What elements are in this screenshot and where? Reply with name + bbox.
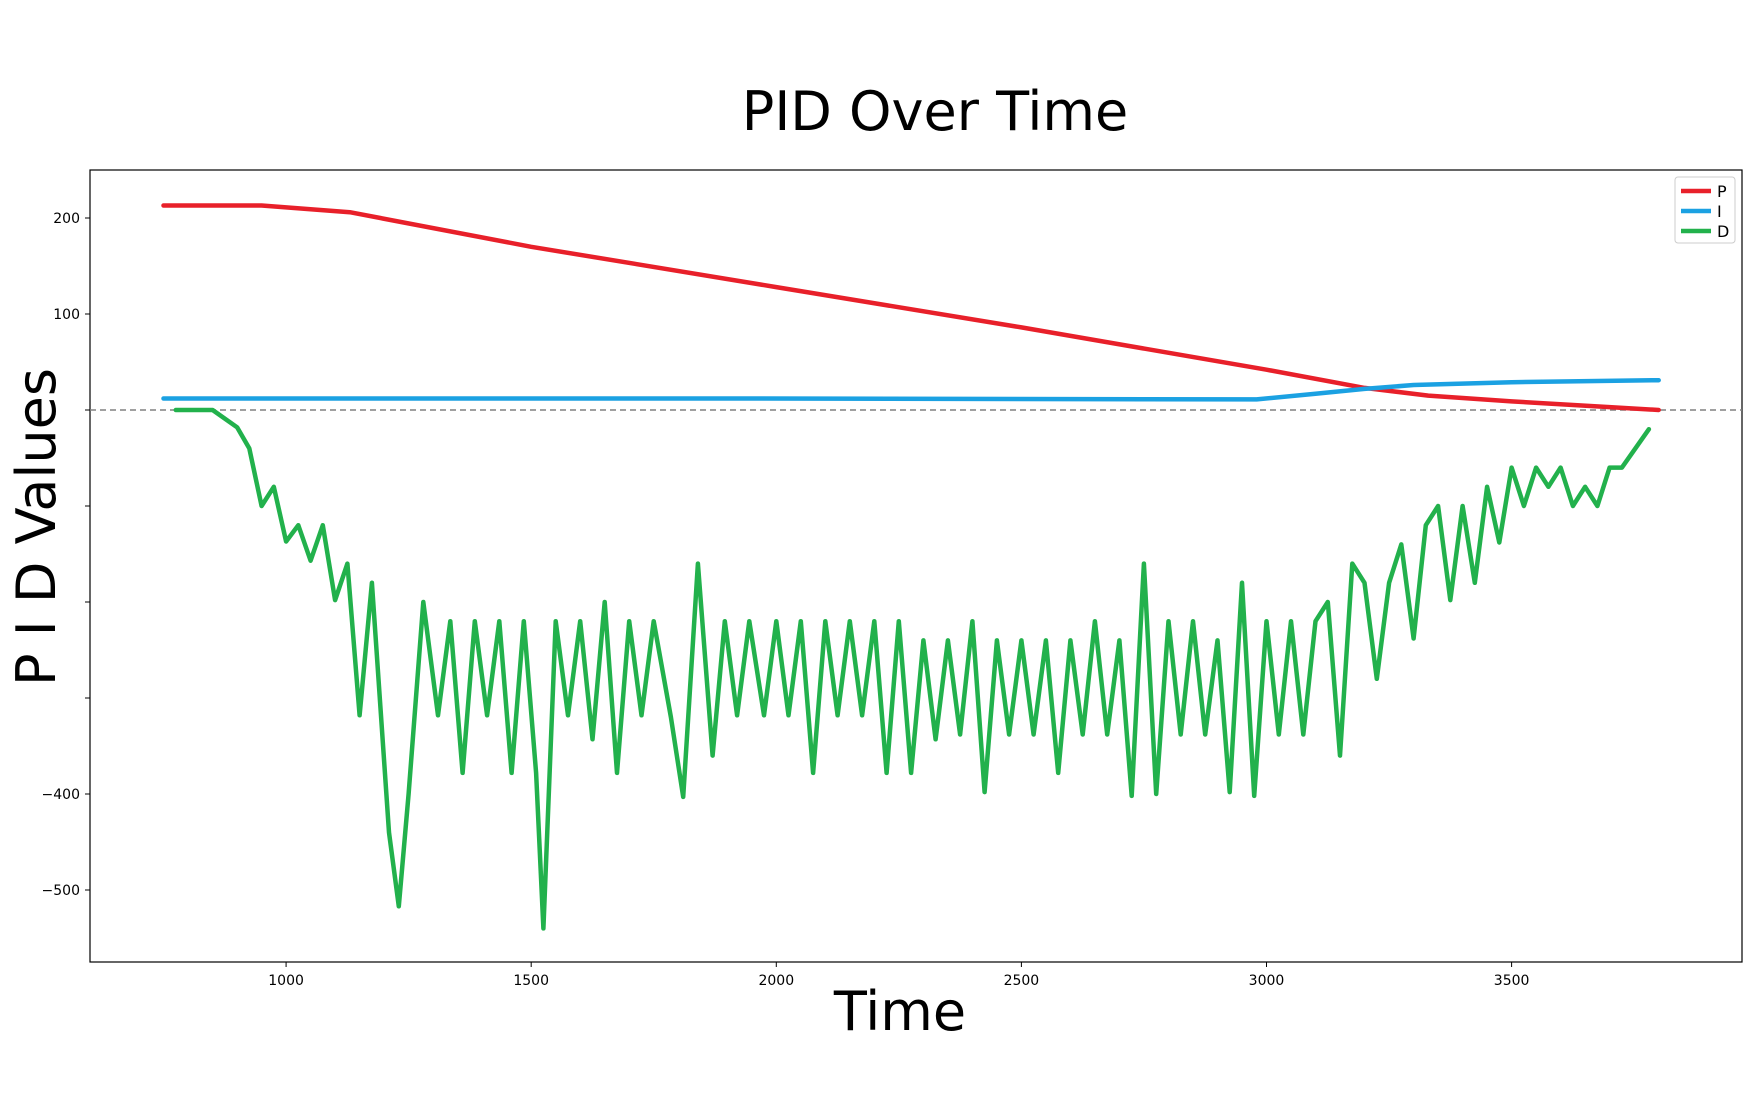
y-tick-label: 200	[53, 211, 80, 227]
series-layer	[161, 203, 1661, 931]
plot-frame	[89, 169, 1743, 963]
x-tick-label: 2000	[758, 973, 794, 989]
legend-label-p: P	[1717, 182, 1727, 201]
y-tick-label: −400	[42, 787, 80, 803]
series-line-d	[173, 407, 1652, 931]
legend-label-d: D	[1717, 222, 1729, 241]
x-tick-label: 3500	[1494, 973, 1530, 989]
x-tick-label: 1500	[513, 973, 549, 989]
x-tick-label: 3000	[1249, 973, 1285, 989]
y-axis-ticks: 200 100 −400 −500	[42, 211, 90, 899]
chart-title: PID Over Time	[742, 80, 1128, 143]
y-tick-label: 100	[53, 307, 80, 323]
y-axis-label: P I D Values	[5, 368, 68, 686]
legend: PID	[1674, 176, 1736, 244]
legend-label-i: I	[1717, 202, 1722, 221]
y-tick-label: −500	[42, 883, 80, 899]
x-axis-ticks: 1000 1500 2000 2500 3000 3500	[268, 962, 1529, 989]
x-tick-label: 1000	[268, 973, 304, 989]
x-tick-label: 2500	[1004, 973, 1040, 989]
series-line-i	[161, 377, 1661, 402]
series-line-p	[161, 203, 1661, 413]
x-axis-label: Time	[833, 980, 966, 1043]
